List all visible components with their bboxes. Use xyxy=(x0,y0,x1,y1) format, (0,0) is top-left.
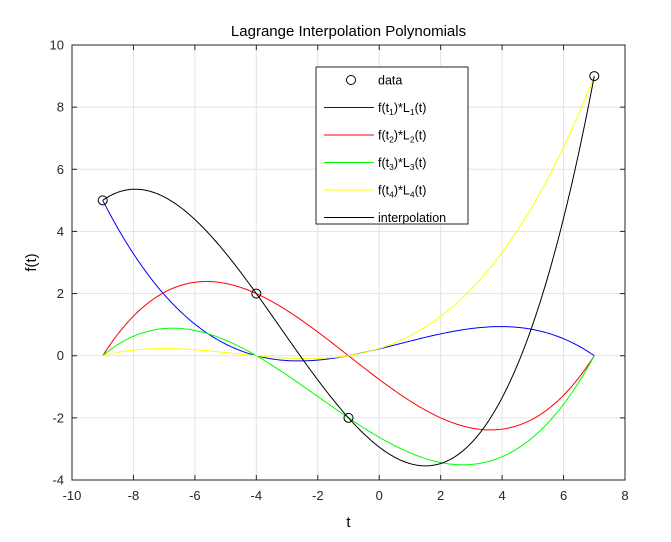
x-tick-label: 2 xyxy=(437,488,444,503)
legend: data f(t1)*L1(t) f(t2)*L2(t) f(t3)*L3(t) f(t… xyxy=(315,66,469,225)
x-tick-label: 8 xyxy=(621,488,628,503)
data-point xyxy=(251,288,262,299)
y-tick-label: -4 xyxy=(52,473,64,488)
legend-box xyxy=(315,66,469,225)
axes-box xyxy=(71,44,626,481)
x-tick-label: -8 xyxy=(128,488,140,503)
data-markers xyxy=(97,71,600,423)
x-tick-label: 0 xyxy=(376,488,383,503)
x-tick-label: 6 xyxy=(560,488,567,503)
legend-label: f(t1)*L1(t) xyxy=(378,101,426,117)
y-axis-label: f(t) xyxy=(23,253,40,271)
x-tick-label: -2 xyxy=(312,488,324,503)
legend-label: data xyxy=(378,74,402,88)
chart-title: Lagrange Interpolation Polynomials xyxy=(231,23,466,40)
data-point xyxy=(97,195,108,206)
series-line xyxy=(102,75,595,467)
x-tick-label: -10 xyxy=(63,488,82,503)
legend-label: f(t3)*L3(t) xyxy=(378,156,426,172)
legend-label: f(t2)*L2(t) xyxy=(378,129,426,145)
tick-labels: -10 -8 -6 -4 -2 0 2 4 6 8 -4 -2 0 2 4 6 8 10 xyxy=(50,38,629,504)
legend-label: interpolation xyxy=(378,211,446,225)
legend-items: data f(t1)*L1(t) f(t2)*L2(t) f(t3)*L3(t) f(t… xyxy=(324,74,446,225)
series-group xyxy=(102,75,595,467)
y-tick-label: 6 xyxy=(57,162,64,177)
y-tick-label: 8 xyxy=(57,100,64,115)
legend-label: f(t4)*L4(t) xyxy=(378,184,426,200)
y-tick-label: 0 xyxy=(57,348,64,363)
x-tick-label: -6 xyxy=(189,488,201,503)
x-tick-label: -4 xyxy=(251,488,263,503)
series-line xyxy=(102,75,595,360)
data-point xyxy=(589,71,600,82)
data-point xyxy=(343,412,354,423)
y-tick-label: -2 xyxy=(52,410,64,425)
x-axis-label: t xyxy=(346,514,351,531)
ticks xyxy=(71,44,626,481)
legend-marker xyxy=(346,75,356,85)
x-tick-label: 4 xyxy=(498,488,505,503)
y-tick-label: 10 xyxy=(50,38,64,53)
y-tick-label: 4 xyxy=(57,224,64,239)
y-tick-label: 2 xyxy=(57,286,64,301)
